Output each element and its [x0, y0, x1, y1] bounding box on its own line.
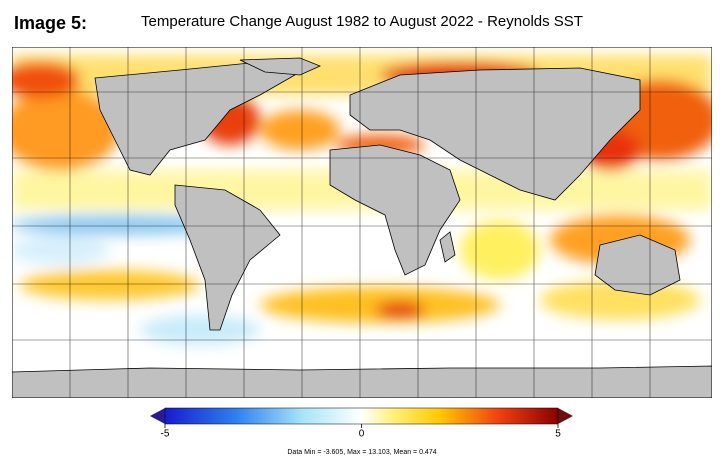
data-stats: Data Min = -3.605, Max = 13.103, Mean = …: [287, 449, 436, 456]
image-label: Image 5:: [14, 13, 87, 33]
map-title: Temperature Change August 1982 to August…: [141, 13, 583, 30]
land: [12, 57, 712, 398]
colorbar-tick-label: 5: [555, 429, 561, 440]
colorbar-tick-label: 0: [359, 429, 365, 440]
graticule: [12, 47, 712, 398]
colorbar-low-arrow: [150, 408, 165, 424]
colorbar-tick-label: -5: [161, 429, 170, 440]
colorbar-high-arrow: [558, 408, 573, 424]
colorbar: -5 0 5: [150, 407, 573, 440]
colorbar-scale: [164, 407, 559, 425]
map: [12, 47, 712, 398]
